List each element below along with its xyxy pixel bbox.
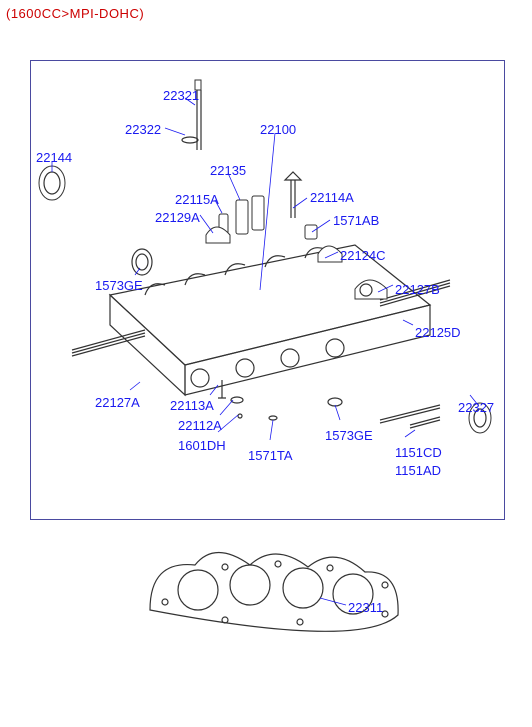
lead-1573GE_2: [335, 405, 340, 420]
callout-22127A: 22127A: [95, 395, 140, 410]
callout-1571AB: 1571AB: [333, 213, 379, 228]
callout-1151CD: 1151CD: [395, 445, 442, 460]
lead-22125D: [403, 320, 413, 325]
valve-22114a: [285, 172, 301, 218]
lead-22113A: [210, 385, 218, 395]
callout-22127B: 22127B: [395, 282, 440, 297]
callout-22129A: 22129A: [155, 210, 200, 225]
cylinder-head: [110, 245, 430, 395]
washer-22322: [182, 137, 198, 143]
callout-22124C: 22124C: [340, 248, 386, 263]
callout-22144: 22144: [36, 150, 72, 165]
callout-1601DH: 1601DH: [178, 438, 226, 453]
callout-1571TA: 1571TA: [248, 448, 293, 463]
lead-1571TA: [270, 420, 273, 440]
callout-22113A: 22113A: [170, 398, 214, 413]
diagram-svg: [0, 0, 532, 727]
lead-22127A: [130, 382, 140, 390]
lead-22322: [165, 128, 185, 135]
lead-22129A: [200, 215, 213, 233]
callout-1573GE: 1573GE: [95, 278, 143, 293]
callout-1151AD: 1151AD: [395, 463, 441, 478]
callout-22321: 22321: [163, 88, 199, 103]
callout-22115A: 22115A: [175, 192, 219, 207]
lead-1151CD: [405, 430, 415, 437]
callout-22311: 22311: [348, 600, 383, 615]
callout-22114A: 22114A: [310, 190, 354, 205]
callout-22322: 22322: [125, 122, 161, 137]
callout-22112A: 22112A: [178, 418, 222, 433]
callout-22327: 22327: [458, 400, 494, 415]
bearing-caps: [206, 227, 387, 299]
lead-22112A: [220, 400, 233, 415]
lead-22311: [320, 598, 346, 605]
lower-parts: [218, 380, 440, 428]
callout-1573GE_2: 1573GE: [325, 428, 373, 443]
callout-22125D: 22125D: [415, 325, 461, 340]
callout-22135: 22135: [210, 163, 246, 178]
plug-1571ab: [305, 225, 317, 239]
callout-22100: 22100: [260, 122, 296, 137]
guides-22135: [236, 196, 264, 234]
gasket-22311: [150, 553, 398, 632]
lead-lines: [52, 98, 478, 605]
ring-1573ge-left: [132, 249, 152, 275]
